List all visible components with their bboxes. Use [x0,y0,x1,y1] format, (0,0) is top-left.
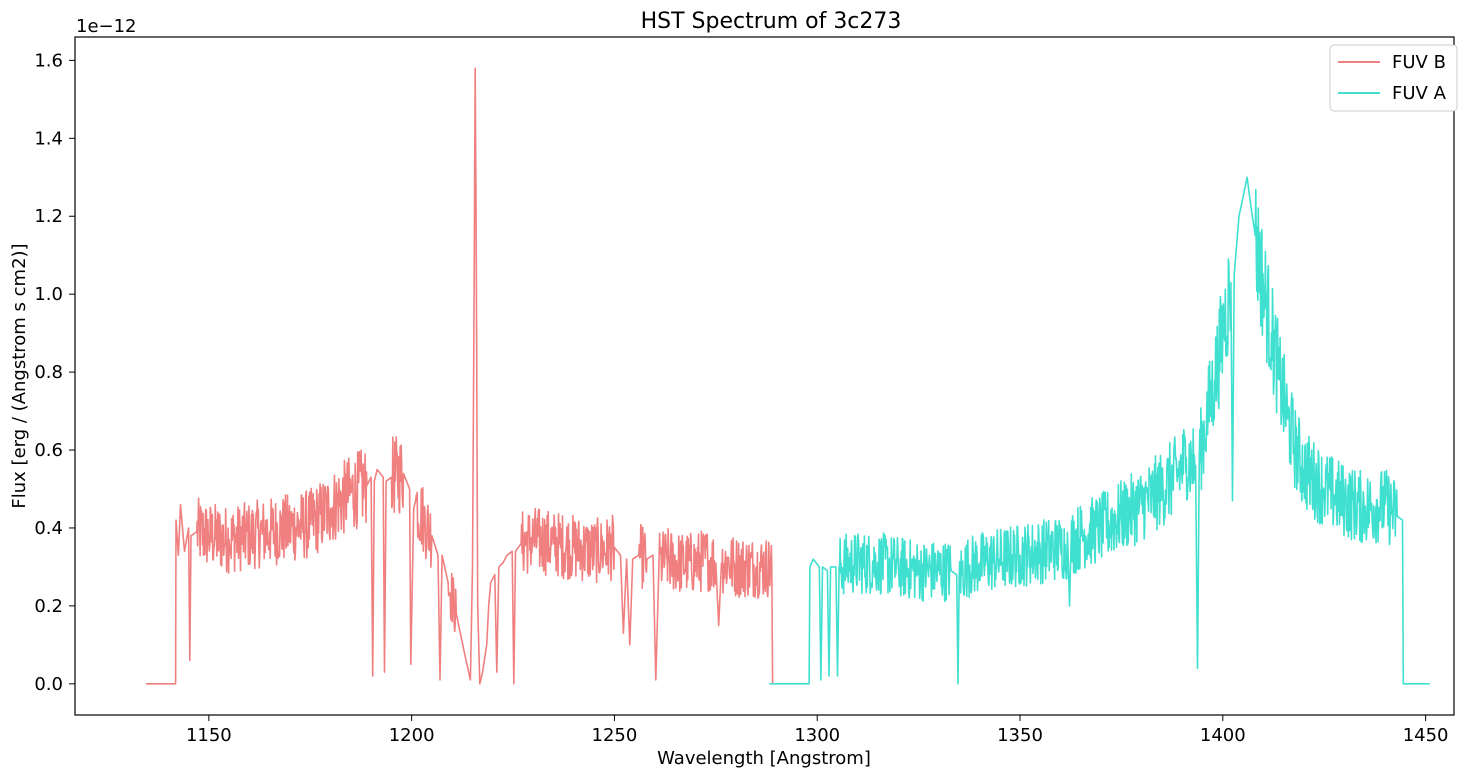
y-axis-offset-label: 1e−12 [76,16,137,37]
plot-frame [74,36,1455,716]
series-line-fuv-a [769,176,1430,685]
x-tick-label: 1350 [997,725,1043,746]
y-tick-label: 0.4 [34,518,63,539]
y-tick-label: 1.6 [34,50,63,71]
x-tick-label: 1300 [794,725,840,746]
legend-label-fuv-a: FUV A [1392,83,1447,104]
x-tick-label: 1150 [186,725,232,746]
x-tick-label: 1400 [1200,725,1246,746]
x-tick-label: 1250 [592,725,638,746]
series-line-fuv-b [146,67,774,685]
y-tick-label: 1.0 [34,284,63,305]
y-tick-label: 1.4 [34,128,63,149]
legend: FUV B FUV A [1329,44,1458,112]
x-tick-label: 1200 [389,725,435,746]
y-axis-ticks: 0.0 0.2 0.4 0.6 0.8 1.0 1.2 1.4 1.6 [34,50,75,695]
y-tick-label: 0.2 [34,596,63,617]
y-tick-label: 1.2 [34,206,63,227]
y-tick-label: 0.0 [34,674,63,695]
series-layer [146,67,1430,685]
chart-title: HST Spectrum of 3c273 [641,9,902,34]
legend-label-fuv-b: FUV B [1392,52,1446,73]
x-axis-label: Wavelength [Angstrom] [657,748,871,769]
y-axis-label: Flux [erg / (Angstrom s cm2)] [9,243,30,508]
y-tick-label: 0.6 [34,440,63,461]
x-axis-ticks: 1150 1200 1250 1300 1350 1400 1450 [186,715,1449,746]
x-tick-label: 1450 [1403,725,1449,746]
y-tick-label: 0.8 [34,362,63,383]
